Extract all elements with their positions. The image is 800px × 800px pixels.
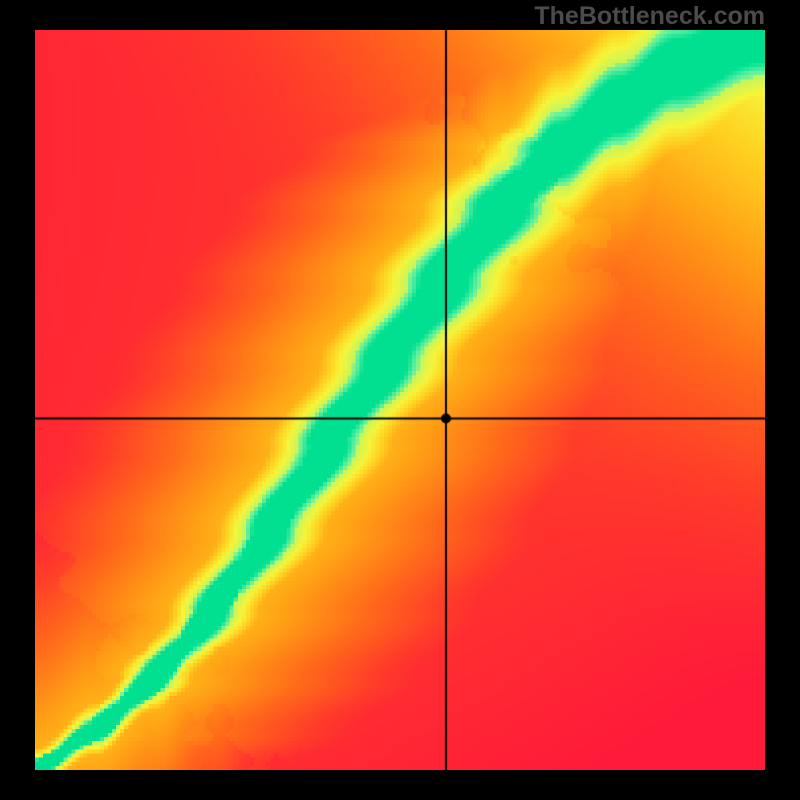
watermark-text: TheBottleneck.com (534, 2, 765, 31)
bottleneck-heatmap (35, 30, 765, 770)
chart-container: TheBottleneck.com (0, 0, 800, 800)
